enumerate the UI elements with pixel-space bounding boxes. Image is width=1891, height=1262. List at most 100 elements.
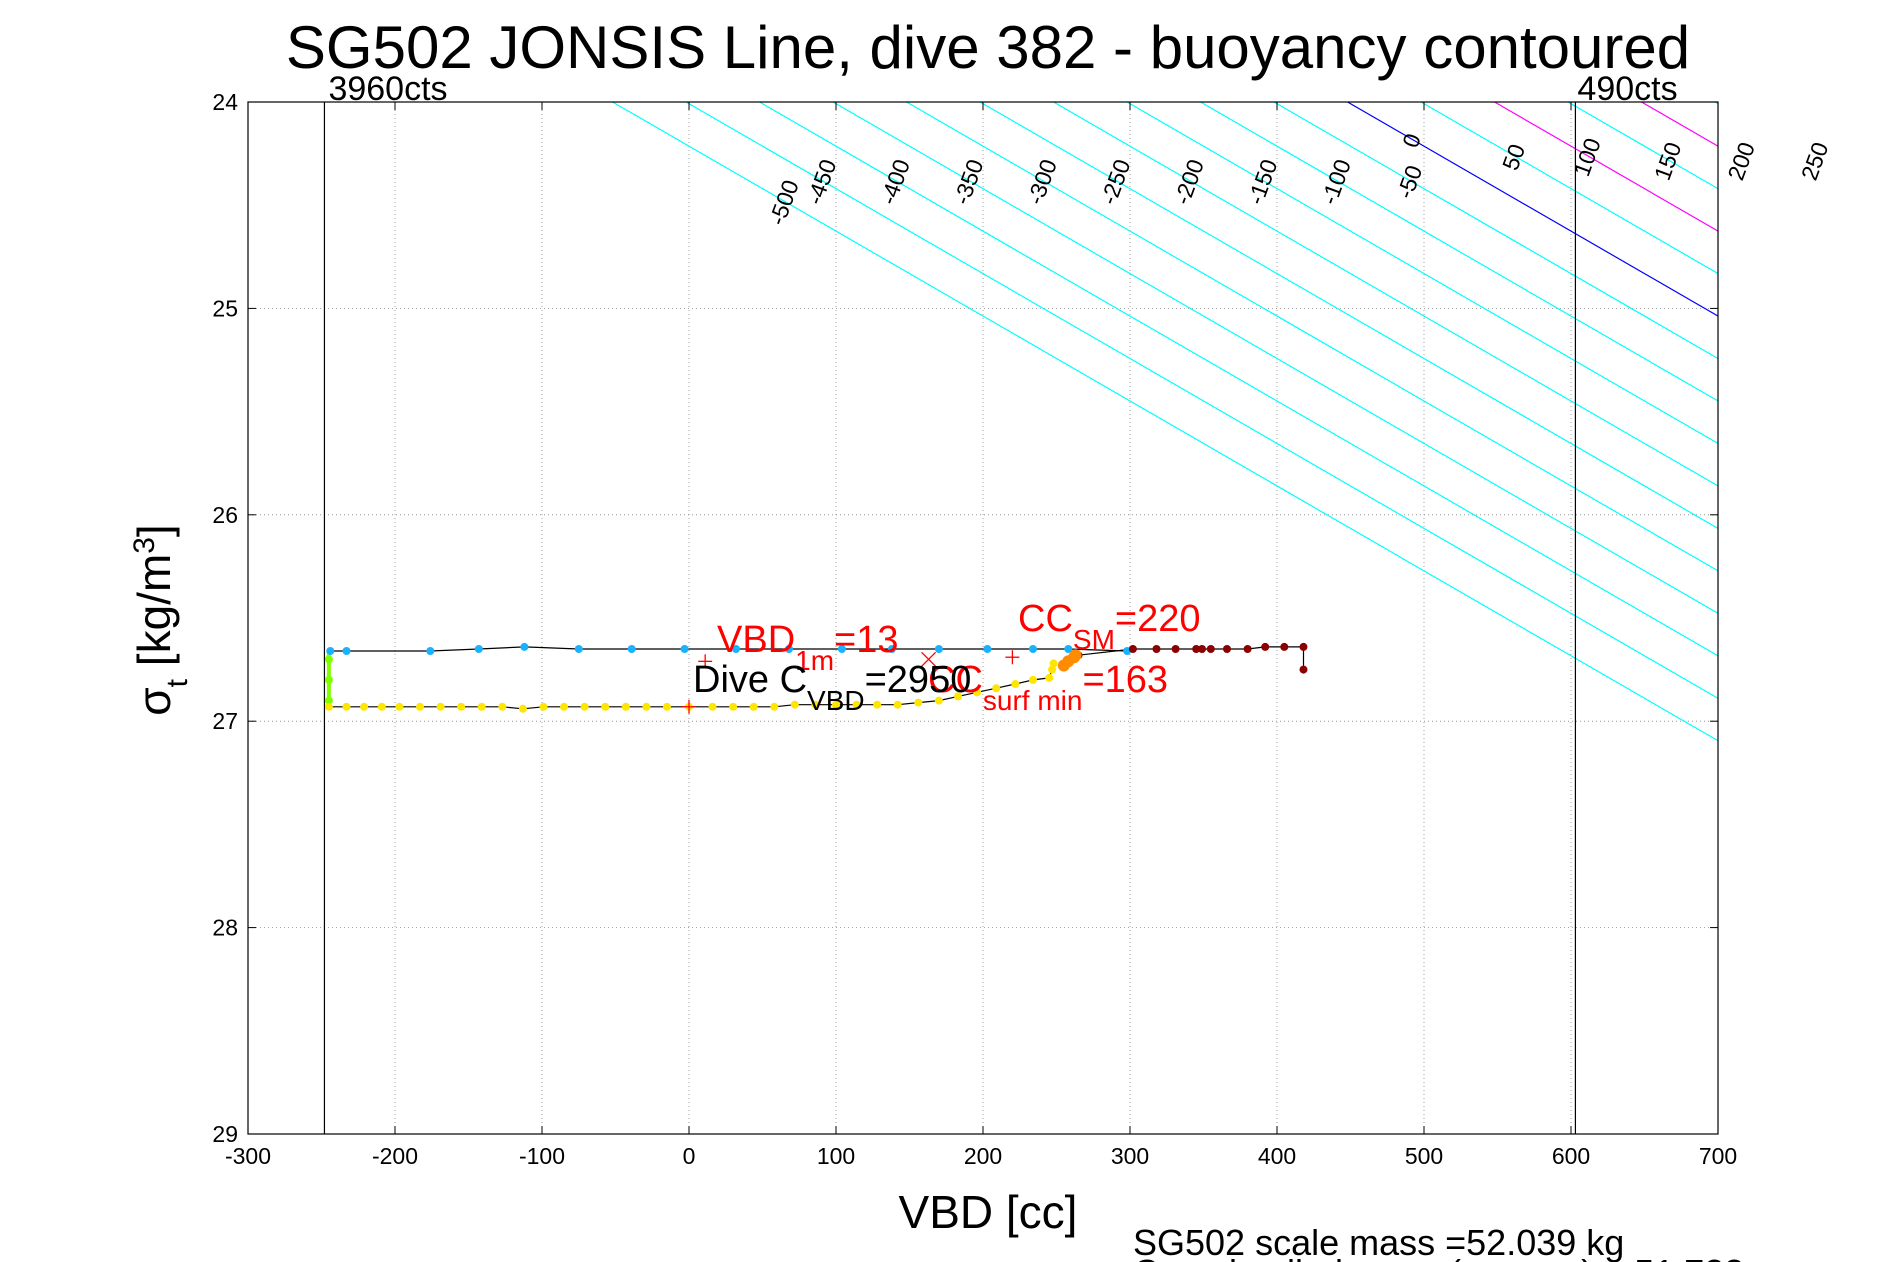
ascent-point	[395, 702, 404, 711]
svg-text:σt [kg/m3]: σt [kg/m3]	[128, 524, 194, 715]
descent-point	[680, 645, 689, 653]
bottom-point	[324, 696, 333, 705]
apogee-point	[1152, 645, 1161, 653]
ascent-point	[811, 700, 820, 709]
ascent-point	[663, 702, 671, 711]
ascent-point	[360, 702, 369, 711]
y-tick-label: 29	[212, 1121, 238, 1147]
contour-line	[979, 102, 1718, 530]
x-tick-label: -100	[519, 1143, 565, 1169]
ascent-point	[416, 702, 424, 711]
ascent-point	[893, 700, 902, 709]
ascent-point	[934, 696, 943, 705]
y-tick-label: 24	[212, 89, 238, 115]
descent-point	[474, 645, 483, 653]
dive-series	[324, 642, 1308, 713]
ascent-point	[973, 688, 982, 697]
marker-plus	[1005, 650, 1020, 665]
x-tick-label: 100	[817, 1143, 855, 1169]
descent-point	[520, 642, 529, 651]
apogee-point	[1261, 642, 1270, 651]
ascent-point	[992, 684, 1001, 693]
descent-point	[887, 645, 896, 653]
ascent-point	[873, 700, 882, 709]
cc-surf-min-annotation: CCsurf min=163	[928, 659, 1168, 716]
contour-line	[1200, 102, 1718, 402]
ascent-point	[642, 702, 651, 711]
ascent-point	[1011, 680, 1020, 688]
ascent-point	[749, 702, 758, 711]
surface-point	[1069, 649, 1082, 662]
ascent-point	[457, 702, 466, 711]
apogee-point	[1206, 645, 1215, 653]
chart-title: SG502 JONSIS Line, dive 382 - buoyancy c…	[286, 14, 1690, 81]
scale-mass-text: SG502 scale mass =52.039 kg	[1133, 1222, 1624, 1262]
contour-line	[612, 102, 1718, 742]
ascent-point	[377, 702, 386, 711]
y-tick-label: 26	[212, 502, 238, 528]
y-tick-label: 25	[212, 295, 238, 321]
bottom-point	[324, 655, 333, 664]
descent-point	[574, 645, 583, 653]
vbd-1m-annotation: VBD1m=13	[717, 619, 899, 676]
ascent-point	[1029, 675, 1037, 684]
x-tick-label: -200	[372, 1143, 418, 1169]
descent-point	[785, 645, 793, 653]
ascent-point	[729, 702, 738, 711]
descent-point	[732, 645, 740, 653]
ascent-point	[621, 702, 630, 711]
descent-point	[934, 645, 943, 653]
ascent-point	[790, 700, 799, 709]
descent-point	[342, 647, 351, 655]
footer: SG502 scale mass =52.039 kg Cimplied mas…	[1133, 1222, 1744, 1262]
ascent-point	[498, 702, 507, 711]
apogee-point	[1280, 642, 1289, 651]
descent-point	[426, 647, 435, 655]
annotations: VBD1m=13 CCSM=220 CCsurf min=163 Dive CV…	[693, 598, 1200, 716]
descent-point	[837, 645, 846, 653]
contour-line	[1862, 102, 1891, 1134]
ascent-point	[477, 702, 486, 711]
y-tick-label: 27	[212, 708, 238, 734]
contour-line	[759, 102, 1718, 657]
contour-line	[685, 102, 1718, 699]
cc-sm-annotation: CCSM=220	[1018, 598, 1200, 655]
contour-line	[1273, 102, 1718, 360]
contour-line	[1347, 102, 1718, 317]
x-tick-label: 600	[1552, 1143, 1590, 1169]
x-tick-label: 400	[1258, 1143, 1296, 1169]
contour-line	[832, 102, 1718, 615]
ascent-point	[580, 702, 589, 711]
ascent-point	[601, 702, 610, 711]
ascent-point	[324, 702, 333, 711]
apogee-point	[1223, 645, 1231, 653]
apogee-point	[1243, 645, 1252, 653]
x-tick-label: 500	[1405, 1143, 1443, 1169]
ascent-point	[1049, 659, 1058, 668]
ascent-point	[1048, 665, 1057, 674]
x-axis-label: VBD [cc]	[899, 1186, 1078, 1238]
ascent-point	[1045, 673, 1054, 682]
x-tick-label: 0	[683, 1143, 696, 1169]
reference-markers	[682, 650, 1020, 714]
y-tick-label: 28	[212, 915, 238, 941]
ascent-point	[518, 704, 527, 713]
descent-point	[326, 647, 335, 655]
ascent-point	[914, 698, 923, 707]
ascent-point	[770, 702, 779, 711]
x-tick-label: 200	[964, 1143, 1002, 1169]
dive-c-vbd-annotation: Dive CVBD=2950	[693, 659, 971, 716]
marker-plus	[682, 699, 696, 714]
descent-point	[627, 645, 636, 653]
apogee-point	[1128, 645, 1137, 653]
ascent-point	[852, 700, 861, 709]
axis-ticks: -300 -200 -100 0 100 200 300 400 500 600 700 24 25 26…	[212, 89, 1737, 1169]
buoyancy-contours	[612, 102, 1891, 1134]
y-axis-label: σt [kg/m3]	[128, 524, 194, 715]
contour-line	[1789, 102, 1891, 1134]
descent-point	[983, 645, 992, 653]
marker-plus	[698, 654, 713, 669]
ascent-point	[560, 702, 568, 711]
contour-label: 250	[1796, 139, 1834, 184]
contour-line	[1714, 102, 1718, 105]
